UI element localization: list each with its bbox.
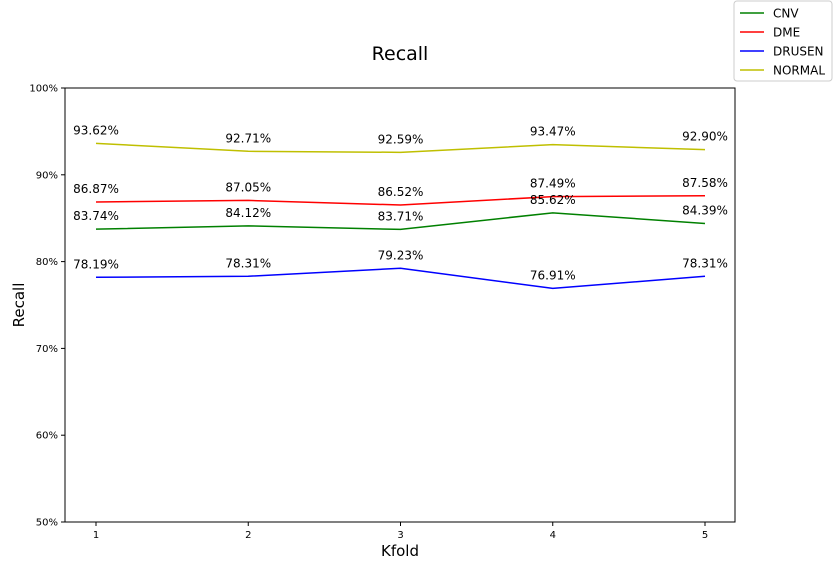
y-tick-label: 90% [36,170,58,181]
data-label-normal: 92.90% [682,130,728,144]
legend-label-drusen: DRUSEN [773,45,824,59]
y-axis-title: Recall [10,283,28,328]
series-line-normal [95,142,706,154]
data-label-drusen: 78.19% [73,257,119,271]
data-label-cnv: 83.74% [73,209,119,223]
data-label-normal: 92.71% [225,131,271,145]
data-label-dme: 87.05% [225,180,271,194]
data-label-drusen: 76.91% [530,268,576,282]
data-label-dme: 86.87% [73,182,119,196]
data-label-cnv: 85.62% [530,193,576,207]
legend-label-dme: DME [773,26,800,40]
data-label-drusen: 79.23% [378,248,424,262]
y-tick-label: 50% [36,518,58,529]
data-label-cnv: 84.39% [682,203,728,217]
series-line-dme [95,195,706,206]
legend-label-normal: NORMAL [773,64,825,78]
x-tick-label: 1 [93,530,99,541]
chart-title: Recall [372,43,429,65]
data-label-normal: 93.47% [530,125,576,139]
x-tick-label: 2 [245,530,251,541]
data-label-cnv: 84.12% [225,206,271,220]
data-labels: 83.74% 84.12% 83.71% 85.62% 84.39% 86.87% 87.0… [73,123,728,282]
data-label-dme: 86.52% [378,185,424,199]
series-lines [95,142,706,290]
y-tick-label: 70% [36,344,58,355]
x-tick-label: 5 [702,530,708,541]
y-tick-label: 60% [36,431,58,442]
legend: CNV DME DRUSEN NORMAL [733,0,833,82]
y-axis: 50% 60% 70% 80% 90% 100% [29,84,65,529]
plot-area [64,87,736,523]
data-label-cnv: 83.71% [378,209,424,223]
x-tick-label: 3 [397,530,403,541]
series-line-cnv [95,212,706,231]
data-label-drusen: 78.31% [225,256,271,270]
x-axis: 1 2 3 4 5 [93,522,708,541]
y-tick-label: 80% [36,257,58,268]
data-label-dme: 87.58% [682,176,728,190]
x-axis-title: Kfold [381,542,419,560]
legend-box [733,0,833,82]
series-line-drusen [95,267,706,290]
data-label-normal: 93.62% [73,123,119,137]
legend-label-cnv: CNV [773,7,799,21]
data-label-normal: 92.59% [378,132,424,146]
data-label-dme: 87.49% [530,177,576,191]
y-tick-label: 100% [29,84,58,95]
x-tick-label: 4 [550,530,556,541]
data-label-drusen: 78.31% [682,256,728,270]
